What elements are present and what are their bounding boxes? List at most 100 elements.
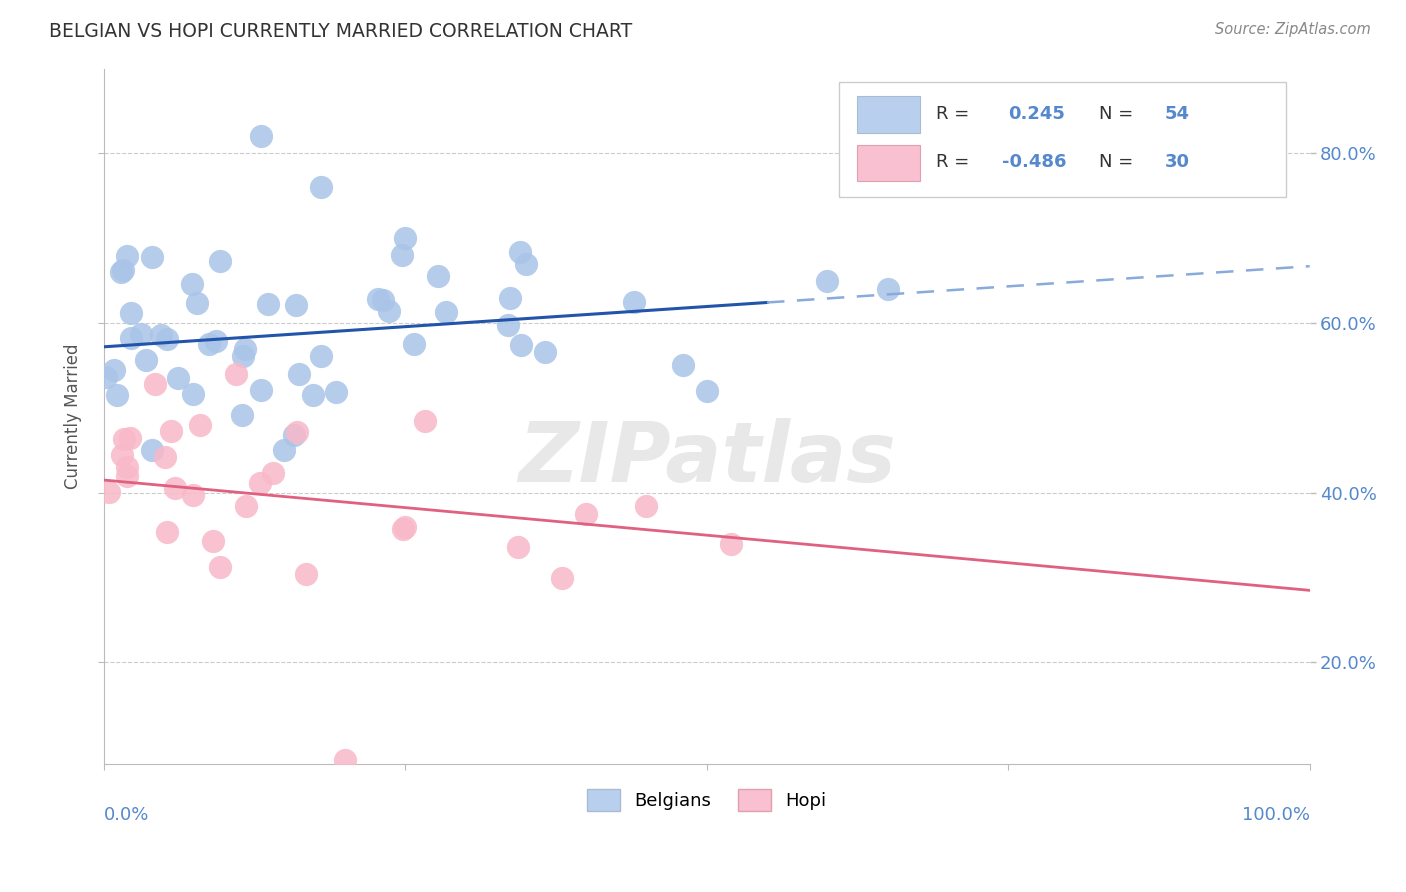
- Text: 0.0%: 0.0%: [104, 806, 149, 824]
- Point: [302, 387, 325, 401]
- Point: [426, 268, 449, 283]
- Point: [263, 466, 285, 480]
- Point: [333, 753, 356, 767]
- Point: [149, 328, 172, 343]
- Legend: Belgians, Hopi: Belgians, Hopi: [581, 781, 834, 818]
- Point: [98, 484, 121, 499]
- Text: BELGIAN VS HOPI CURRENTLY MARRIED CORRELATION CHART: BELGIAN VS HOPI CURRENTLY MARRIED CORREL…: [49, 22, 633, 41]
- Point: [283, 428, 305, 442]
- Point: [186, 296, 208, 310]
- Point: [167, 370, 190, 384]
- Text: 100.0%: 100.0%: [1241, 806, 1309, 824]
- Point: [636, 499, 658, 513]
- Point: [273, 443, 295, 458]
- Point: [378, 304, 401, 318]
- Text: -0.486: -0.486: [1002, 153, 1067, 171]
- Point: [720, 536, 742, 550]
- Point: [413, 414, 436, 428]
- Point: [394, 519, 416, 533]
- Point: [509, 337, 531, 351]
- Text: R =: R =: [936, 153, 974, 171]
- Point: [111, 263, 134, 277]
- Point: [117, 249, 139, 263]
- Point: [235, 499, 257, 513]
- Point: [143, 377, 166, 392]
- Point: [115, 460, 138, 475]
- Text: 30: 30: [1166, 153, 1189, 171]
- FancyBboxPatch shape: [839, 82, 1285, 197]
- Text: 0.245: 0.245: [1008, 104, 1066, 123]
- Text: R =: R =: [936, 104, 980, 123]
- Point: [499, 292, 522, 306]
- Point: [876, 282, 898, 296]
- Point: [696, 384, 718, 398]
- Point: [181, 488, 204, 502]
- Point: [153, 450, 176, 465]
- Point: [392, 522, 415, 536]
- Point: [118, 431, 141, 445]
- Point: [204, 334, 226, 349]
- Point: [533, 344, 555, 359]
- Point: [509, 245, 531, 260]
- Point: [208, 560, 231, 574]
- Point: [129, 327, 152, 342]
- Point: [815, 274, 838, 288]
- Point: [155, 524, 177, 539]
- Y-axis label: Currently Married: Currently Married: [65, 343, 82, 489]
- Point: [202, 533, 225, 548]
- Point: [111, 449, 134, 463]
- Point: [391, 248, 413, 262]
- Point: [249, 129, 271, 144]
- Point: [232, 349, 254, 363]
- Point: [249, 476, 271, 491]
- Point: [402, 336, 425, 351]
- Point: [208, 254, 231, 268]
- Point: [496, 318, 519, 333]
- Point: [103, 362, 125, 376]
- Text: ZIPatlas: ZIPatlas: [517, 417, 896, 499]
- Point: [135, 353, 157, 368]
- Point: [309, 349, 332, 363]
- Point: [671, 359, 693, 373]
- Point: [94, 369, 117, 384]
- Text: 54: 54: [1166, 104, 1189, 123]
- Point: [115, 469, 138, 483]
- Text: N =: N =: [1098, 104, 1139, 123]
- Point: [198, 337, 221, 351]
- Point: [112, 432, 135, 446]
- Point: [105, 387, 128, 401]
- Point: [110, 265, 132, 279]
- Point: [551, 571, 574, 585]
- Point: [250, 383, 273, 397]
- Point: [120, 306, 142, 320]
- Point: [233, 343, 256, 357]
- Text: Source: ZipAtlas.com: Source: ZipAtlas.com: [1215, 22, 1371, 37]
- Point: [120, 331, 142, 345]
- Point: [163, 481, 186, 495]
- FancyBboxPatch shape: [858, 145, 920, 181]
- Point: [623, 294, 645, 309]
- Point: [295, 566, 318, 581]
- Point: [515, 257, 537, 271]
- Point: [575, 507, 598, 521]
- Point: [325, 384, 347, 399]
- Point: [257, 297, 280, 311]
- Point: [225, 367, 247, 381]
- Point: [141, 251, 163, 265]
- Point: [285, 425, 308, 440]
- Point: [180, 277, 202, 291]
- FancyBboxPatch shape: [858, 96, 920, 133]
- Point: [394, 231, 416, 245]
- Point: [181, 386, 204, 401]
- Point: [288, 367, 311, 381]
- Point: [231, 409, 253, 423]
- Point: [367, 292, 389, 306]
- Point: [371, 293, 394, 307]
- Point: [141, 443, 163, 458]
- Point: [284, 298, 307, 312]
- Point: [160, 424, 183, 438]
- Text: N =: N =: [1098, 153, 1139, 171]
- Point: [309, 180, 332, 194]
- Point: [506, 540, 529, 554]
- Point: [156, 332, 179, 346]
